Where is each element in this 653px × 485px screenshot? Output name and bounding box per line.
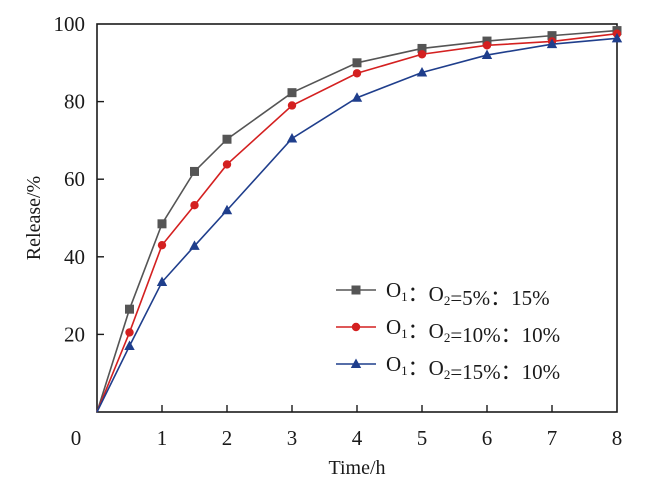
y-tick-label: 40 [64, 245, 85, 269]
data-point [189, 240, 200, 250]
series-triangle [96, 32, 623, 413]
legend-subscript: 1 [401, 289, 408, 304]
plot-frame [96, 23, 618, 413]
series-layer [96, 26, 623, 413]
data-point [417, 43, 427, 53]
legend-text-part: ： [408, 356, 429, 380]
series-line [96, 29, 618, 413]
legend-text-part: =15%：10% [450, 360, 560, 384]
data-point [351, 92, 363, 102]
legend: O1：O2=5%：15%O1：O2=10%：10%O1：O2=15%：10% [336, 278, 560, 384]
legend-text-part: ： [408, 282, 429, 306]
data-point [417, 50, 427, 59]
y-axis: 20 40 60 80 100 [54, 12, 104, 346]
legend-marker [350, 358, 362, 368]
x-tick-label: 1 [157, 426, 168, 450]
data-point [190, 166, 199, 176]
data-point [547, 31, 557, 41]
data-point [222, 160, 232, 169]
data-point [156, 276, 168, 287]
legend-label: O1：O2=15%：10% [386, 352, 560, 384]
x-tick-label: 4 [352, 426, 363, 450]
legend-text-part: =5%：15% [450, 286, 549, 310]
legend-text-part: O [386, 352, 401, 376]
y-axis-title: Release/% [23, 176, 45, 260]
y-tick-label: 20 [64, 322, 85, 346]
legend-entry: O1：O2=15%：10% [336, 352, 560, 384]
plot-border [96, 23, 618, 413]
data-point [482, 41, 492, 50]
data-point [222, 134, 232, 144]
legend-subscript: 1 [401, 326, 408, 341]
series-line [96, 32, 618, 413]
series-circle [96, 29, 622, 413]
legend-entry: O1：O2=5%：15% [336, 278, 550, 310]
legend-subscript: 2 [444, 293, 451, 308]
data-point [124, 340, 135, 351]
data-point [352, 58, 362, 68]
legend-text-part: =10%：10% [450, 323, 560, 347]
y-tick-label: 60 [64, 167, 85, 191]
x-tick-label: 2 [222, 426, 233, 450]
data-point [611, 32, 623, 43]
legend-subscript: 2 [444, 330, 451, 345]
data-point [481, 49, 493, 60]
x-axis: 0 1 2 3 4 5 6 7 8 [71, 405, 623, 450]
x-tick-label: 8 [612, 426, 623, 450]
x-tick-label: 0 [71, 426, 82, 450]
x-axis-title: Time/h [328, 457, 385, 479]
y-tick-label: 100 [54, 12, 86, 36]
data-point [287, 88, 297, 98]
legend-text-part: O [386, 315, 401, 339]
data-point [157, 240, 167, 250]
x-tick-label: 7 [547, 426, 558, 450]
data-point [416, 67, 428, 77]
data-point [287, 101, 297, 110]
y-tick-label: 80 [64, 90, 85, 114]
data-point [286, 132, 298, 143]
legend-label: O1：O2=10%：10% [386, 315, 560, 347]
legend-subscript: 2 [444, 367, 451, 382]
legend-text-part: O [386, 278, 401, 302]
data-point [352, 69, 362, 78]
x-tick-label: 6 [482, 426, 493, 450]
data-point [221, 204, 233, 215]
data-point [157, 219, 167, 229]
legend-text-part: O [429, 356, 444, 380]
legend-entry: O1：O2=10%：10% [336, 315, 560, 347]
x-tick-label: 5 [417, 426, 428, 450]
legend-subscript: 1 [401, 363, 408, 378]
legend-marker [351, 322, 361, 332]
legend-label: O1：O2=5%：15% [386, 278, 550, 310]
legend-marker [351, 285, 361, 295]
data-point [125, 328, 134, 337]
legend-text-part: ： [408, 319, 429, 343]
series-square [96, 26, 622, 413]
legend-text-part: O [429, 319, 444, 343]
data-point [546, 38, 558, 49]
data-point [482, 36, 492, 46]
legend-text-part: O [429, 282, 444, 306]
data-point [190, 200, 199, 210]
data-point [125, 304, 134, 314]
x-tick-label: 3 [287, 426, 298, 450]
